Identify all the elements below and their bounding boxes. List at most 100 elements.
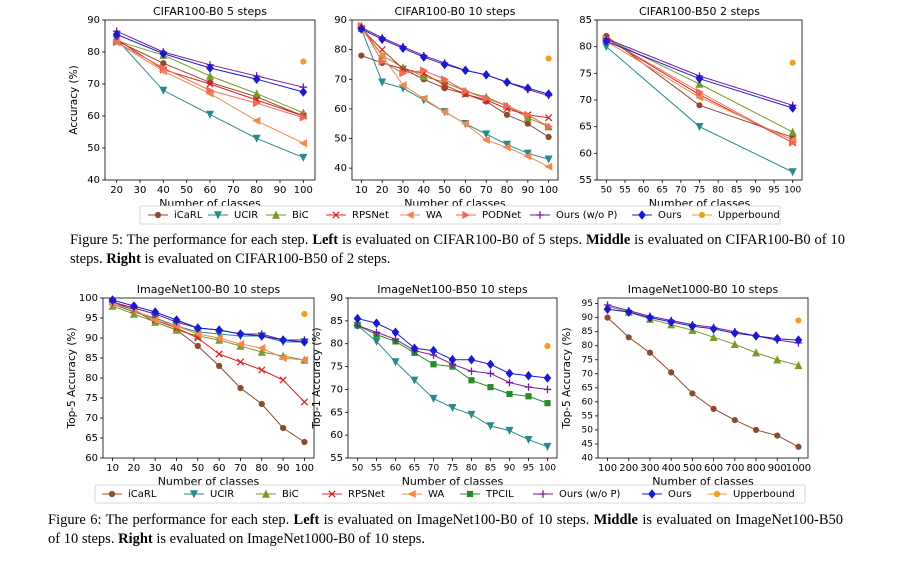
marker — [407, 489, 416, 499]
marker — [215, 325, 223, 335]
marker — [648, 489, 656, 499]
legend-label: PODNet — [482, 210, 521, 221]
plot-frame — [102, 297, 315, 459]
x-tick-label: 70 — [227, 185, 240, 196]
x-tick-label: 80 — [255, 463, 268, 474]
marker — [774, 432, 781, 439]
y-tick-label: 80 — [85, 373, 98, 384]
marker — [795, 443, 802, 450]
x-tick-label: 95 — [523, 464, 534, 474]
marker — [524, 120, 531, 127]
caption-text: is evaluated on CIFAR100-B0 of 10 steps. — [70, 232, 845, 267]
caption-text: Figure 5: The performance for each step. — [70, 232, 313, 248]
marker — [440, 59, 449, 70]
y-tick-label: 40 — [582, 454, 594, 464]
marker — [524, 383, 533, 391]
marker — [194, 323, 202, 333]
x-tick-label: 100 — [598, 463, 617, 474]
x-tick-label: 200 — [619, 463, 638, 474]
marker — [525, 393, 532, 400]
marker — [668, 369, 675, 376]
y-tick-label: 80 — [330, 339, 343, 350]
plot-frame — [597, 297, 809, 459]
y-tick-label: 85 — [582, 327, 593, 337]
y-tick-label: 80 — [87, 47, 100, 58]
marker — [486, 359, 495, 370]
marker — [391, 358, 400, 367]
marker — [695, 122, 704, 131]
marker — [789, 59, 796, 66]
legend-label: Ours (w/o P) — [556, 210, 617, 221]
x-tick-label: 60 — [213, 463, 226, 474]
x-tick-label: 95 — [768, 186, 779, 196]
legend-label: UCIR — [210, 489, 234, 500]
x-tick-label: 75 — [694, 186, 705, 196]
marker — [539, 490, 547, 498]
marker — [206, 63, 214, 73]
x-tick-label: 60 — [204, 185, 217, 196]
y-tick-label: 55 — [579, 175, 592, 186]
marker — [398, 81, 407, 90]
series-line — [360, 28, 549, 168]
y-tick-label: 80 — [579, 42, 592, 53]
marker — [788, 138, 797, 147]
caption-bold: Left — [293, 512, 320, 528]
y-tick-label: 90 — [85, 333, 98, 344]
y-tick-label: 50 — [582, 425, 594, 435]
marker — [252, 74, 261, 85]
marker — [214, 333, 223, 343]
x-tick-label: 10 — [355, 185, 368, 196]
marker — [482, 94, 491, 103]
marker — [440, 75, 449, 84]
marker — [545, 133, 552, 141]
legend-label: iCaRL — [128, 489, 157, 500]
marker — [689, 390, 696, 397]
y-tick-label: 50 — [334, 134, 347, 145]
y-tick-label: 70 — [87, 79, 100, 90]
marker — [543, 385, 552, 394]
marker — [543, 442, 552, 451]
y-tick-label: 95 — [582, 299, 593, 309]
x-tick-label: 70 — [428, 464, 440, 474]
marker — [237, 384, 244, 392]
marker — [788, 168, 797, 177]
legend-label: BiC — [282, 489, 299, 500]
y-tick-label: 65 — [579, 122, 592, 133]
marker — [461, 119, 470, 128]
x-tick-label: 85 — [485, 464, 496, 474]
x-tick-label: 70 — [480, 185, 493, 196]
x-tick-label: 600 — [704, 463, 723, 474]
legend-label: TPCIL — [485, 489, 514, 500]
y-tick-label: 65 — [330, 407, 343, 418]
series-line — [361, 55, 549, 138]
y-tick-label: 85 — [330, 316, 343, 327]
y-tick-label: 70 — [330, 384, 343, 395]
x-tick-label: 30 — [134, 185, 147, 196]
marker — [752, 331, 760, 341]
marker — [524, 110, 533, 119]
marker — [108, 295, 117, 305]
marker — [300, 337, 309, 347]
y-axis-label: Top-5 Accuracy (%) — [561, 328, 573, 430]
marker — [299, 139, 308, 148]
marker — [172, 315, 181, 325]
marker — [215, 350, 223, 358]
marker — [236, 339, 245, 349]
marker — [730, 328, 739, 338]
marker — [429, 394, 438, 403]
marker — [544, 155, 553, 164]
plot-frame — [596, 19, 803, 181]
chart-title: CIFAR100-B50 2 steps — [639, 5, 760, 18]
x-tick-label: 60 — [638, 186, 650, 196]
marker — [482, 130, 491, 139]
y-tick-label: 100 — [79, 293, 98, 304]
marker — [602, 36, 611, 47]
marker — [486, 422, 495, 431]
marker — [466, 490, 474, 498]
series-line — [607, 317, 799, 448]
marker — [794, 361, 803, 370]
legend-label: RPSNet — [348, 489, 385, 500]
legend-label: iCaRL — [174, 210, 203, 221]
marker — [372, 337, 381, 346]
